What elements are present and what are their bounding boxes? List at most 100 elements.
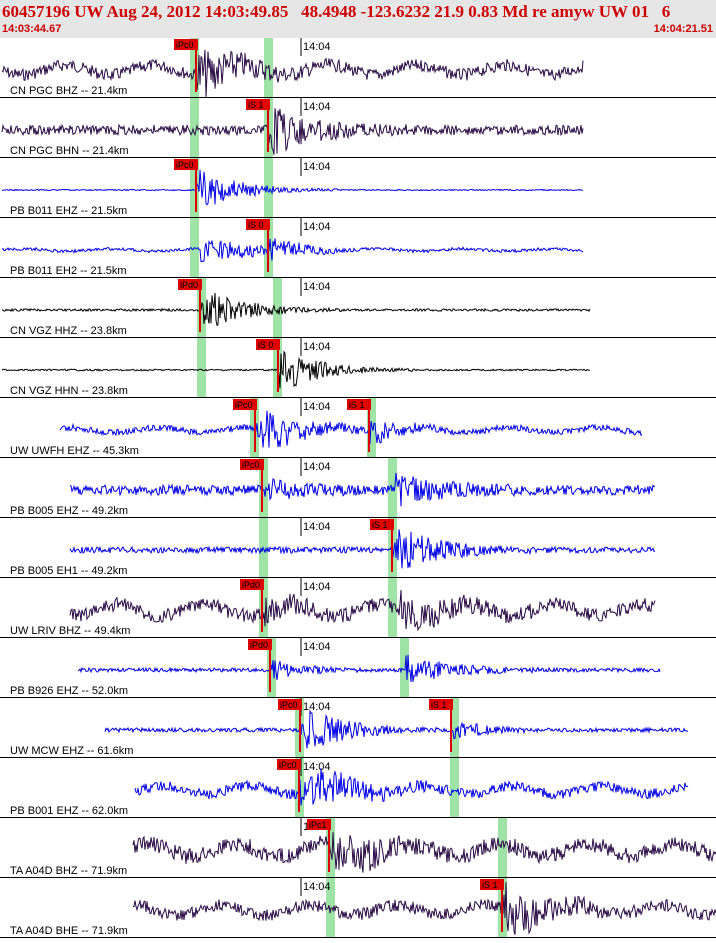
phase-band [190, 158, 199, 218]
waveform-trace [1, 108, 584, 155]
minute-label: 14:04 [303, 581, 331, 593]
station-label: TA A04D BHZ -- 71.9km [10, 865, 127, 877]
trace-panel[interactable]: 14:04 iS 1 TA A04D BHE -- 71.9km [0, 878, 716, 938]
phase-pick-label: iS 1 [248, 100, 264, 110]
trace-panel[interactable]: 14:04iPc1TA A04D BHZ -- 71.9km [0, 818, 716, 878]
waveform-trace [1, 350, 591, 389]
trace-panel[interactable]: 14:04 iPd0 CN VGZ HHZ -- 23.8km [0, 278, 716, 338]
station-label: PB B001 EHZ -- 62.0km [10, 805, 128, 817]
waveform-plot[interactable]: 14:04 iPc0 CN PGC BHZ -- 21.4km 14:04 iS 1 CN… [0, 38, 716, 938]
phase-band [326, 818, 335, 878]
trace-panel[interactable]: 14:04 iPd0 PB B926 EHZ -- 52.0km [0, 638, 716, 698]
phase-band [450, 698, 459, 758]
station-label: PB B005 EH1 -- 49.2km [10, 565, 127, 577]
station-label: CN PGC BHZ -- 21.4km [10, 85, 127, 97]
trace-panel[interactable]: 14:04 iPc0 CN PGC BHZ -- 21.4km [0, 38, 716, 98]
waveform-trace [69, 529, 656, 569]
phase-pick-label: iS 1 [431, 700, 447, 710]
phase-pick-tag[interactable] [174, 39, 198, 50]
trace-panel[interactable]: 14:04 iS 0 PB B011 EH2 -- 21.5km [0, 218, 716, 278]
waveform-trace [59, 410, 643, 448]
minute-label: 14:04 [303, 521, 331, 533]
phase-pick-label: iS 0 [248, 220, 264, 230]
phase-band [190, 38, 199, 98]
phase-pick-tag[interactable] [347, 399, 371, 410]
phase-pick-label: iS 1 [482, 880, 498, 890]
phase-pick-label: iPc0 [176, 160, 194, 170]
window-end-time: 14:04:21.51 [653, 23, 713, 35]
phase-pick-tag[interactable] [248, 639, 272, 650]
trace-panel[interactable]: 14:04 iS 1 CN PGC BHN -- 21.4km [0, 98, 716, 158]
station-label: CN VGZ HHZ -- 23.8km [10, 325, 127, 337]
phase-pick-label: iPc0 [176, 40, 194, 50]
waveform-trace [132, 832, 716, 873]
phase-pick-label: iS 0 [258, 340, 274, 350]
station-label: CN VGZ HHN -- 23.8km [10, 385, 128, 397]
phase-pick-tag[interactable] [370, 519, 394, 530]
phase-band [197, 338, 206, 398]
phase-pick-tag[interactable] [480, 879, 504, 890]
trace-panel[interactable]: 14:04 iS 0 CN VGZ HHN -- 23.8km [0, 338, 716, 398]
phase-pick-tag[interactable] [178, 279, 202, 290]
phase-pick-label: iPc1 [309, 820, 327, 830]
station-label: PB B011 EHZ -- 21.5km [10, 205, 127, 217]
trace-panel[interactable]: 14:04 iS 1 PB B005 EH1 -- 49.2km [0, 518, 716, 578]
phase-pick-tag[interactable] [277, 759, 301, 770]
trace-panel[interactable]: 14:04 iPc0 iS 1 UW MCW EHZ -- 61.6km [0, 698, 716, 758]
seismogram-panels[interactable]: 14:04 iPc0 CN PGC BHZ -- 21.4km 14:04 iS 1 CN… [0, 38, 716, 938]
minute-label: 14:04 [303, 101, 331, 113]
phase-band [190, 98, 199, 158]
phase-pick-label: iPc0 [242, 460, 260, 470]
minute-label: 14:04 [303, 761, 331, 773]
trace-panel[interactable]: 14:04 iPc0 PB B011 EHZ -- 21.5km [0, 158, 716, 218]
phase-band [273, 278, 282, 338]
minute-label: 14:04 [303, 281, 331, 293]
phase-band [259, 458, 268, 518]
minute-label: 14:04 [303, 461, 331, 473]
minute-label: 14:04 [303, 341, 331, 353]
minute-label: 14:04 [303, 161, 331, 173]
phase-pick-tag[interactable] [278, 699, 302, 710]
phase-pick-tag[interactable] [233, 399, 257, 410]
phase-pick-label: iPc0 [280, 700, 298, 710]
phase-pick-tag[interactable] [256, 339, 280, 350]
waveform-trace [77, 654, 661, 683]
phase-pick-label: iPc0 [279, 760, 297, 770]
station-label: TA A04D BHE -- 71.9km [10, 925, 128, 937]
station-label: PB B011 EH2 -- 21.5km [10, 265, 127, 277]
phase-pick-tag[interactable] [429, 699, 453, 710]
trace-panel[interactable]: 14:04 iPc0 PB B005 EHZ -- 49.2km [0, 458, 716, 518]
phase-band [264, 38, 273, 98]
phase-pick-label: iPc0 [235, 400, 253, 410]
phase-pick-label: iPd0 [180, 280, 198, 290]
waveform-trace [1, 292, 591, 327]
phase-band [259, 578, 268, 638]
waveform-trace [1, 169, 584, 206]
station-label: UW MCW EHZ -- 61.6km [10, 745, 133, 757]
waveform-trace [1, 238, 584, 263]
phase-pick-label: iS 1 [349, 400, 365, 410]
event-title: 60457196 UW Aug 24, 2012 14:03:49.85 48.… [2, 2, 671, 21]
minute-label: 14:04 [303, 41, 331, 53]
phase-pick-tag[interactable] [174, 159, 198, 170]
phase-band [264, 158, 273, 218]
trace-panel[interactable]: 14:04 iPc0 PB B001 EHZ -- 62.0km [0, 758, 716, 818]
phase-pick-tag[interactable] [246, 219, 270, 230]
minute-label: 14:04 [303, 401, 331, 413]
station-label: CN PGC BHN -- 21.4km [10, 145, 129, 157]
phase-band [400, 638, 409, 698]
phase-pick-tag[interactable] [307, 819, 331, 830]
waveform-trace [104, 709, 689, 749]
phase-pick-tag[interactable] [246, 99, 270, 110]
phase-pick-tag[interactable] [240, 579, 264, 590]
waveform-trace [1, 49, 584, 97]
station-label: UW UWFH EHZ -- 45.3km [10, 445, 139, 457]
trace-panel[interactable]: 14:04 iPd0 UW LRIV BHZ -- 49.4km [0, 578, 716, 638]
event-header: 60457196 UW Aug 24, 2012 14:03:49.85 48.… [0, 0, 716, 38]
waveform-trace [134, 768, 689, 806]
trace-panel[interactable]: 14:04 iPc0 iS 1 UW UWFH EHZ -- 45.3km [0, 398, 716, 458]
phase-band [498, 818, 507, 878]
waveform-trace [69, 589, 656, 632]
station-label: PB B005 EHZ -- 49.2km [10, 505, 128, 517]
phase-pick-tag[interactable] [240, 459, 264, 470]
